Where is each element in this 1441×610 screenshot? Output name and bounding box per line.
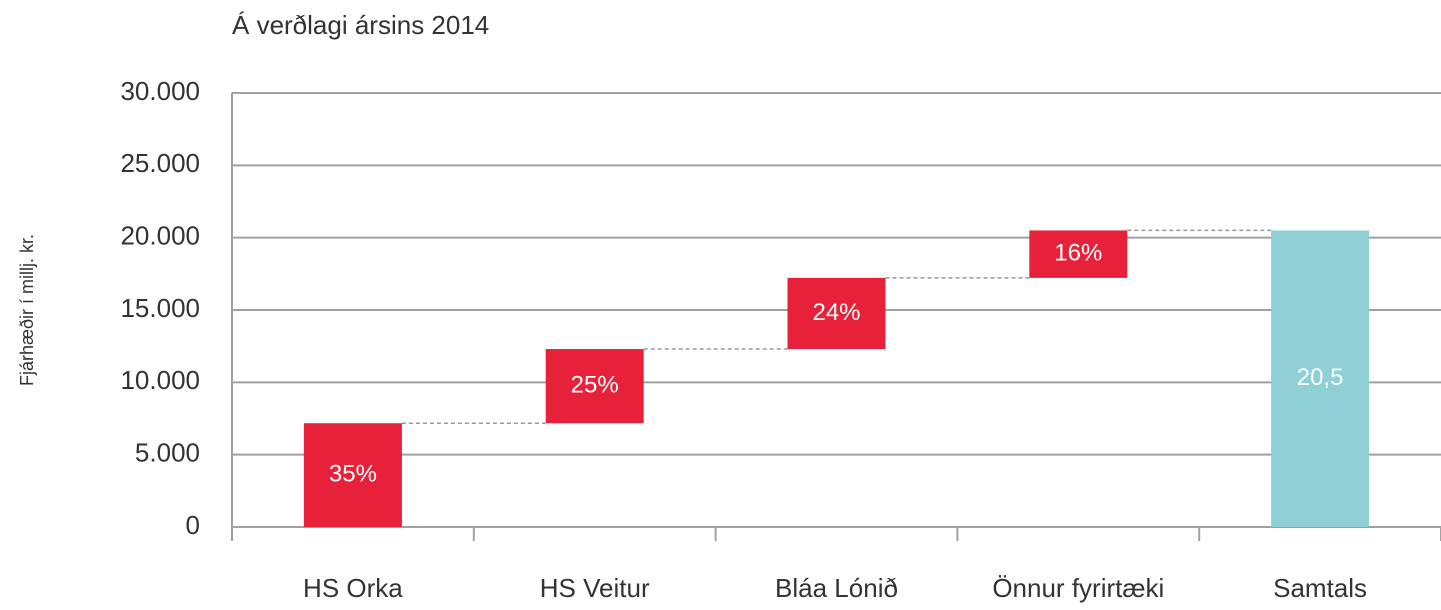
x-tick-label: Bláa Lónið	[775, 573, 898, 603]
bar	[1029, 230, 1128, 278]
x-tick-label: HS Orka	[303, 573, 403, 603]
data-label: 25%	[571, 371, 619, 398]
x-tick-label: Önnur fyrirtæki	[992, 573, 1164, 603]
bar	[1271, 230, 1370, 527]
y-tick-label: 15.000	[120, 293, 200, 323]
y-tick-label: 30.000	[120, 76, 200, 106]
y-tick-label: 10.000	[120, 365, 200, 395]
y-tick-label: 20.000	[120, 221, 200, 251]
bar	[787, 277, 886, 350]
bar	[545, 349, 644, 424]
x-tick-label: HS Veitur	[540, 573, 650, 603]
data-label: 16%	[1054, 240, 1102, 267]
bar	[303, 423, 402, 527]
y-tick-label: 0	[186, 510, 200, 540]
data-label: 24%	[812, 299, 860, 326]
y-tick-label: 5.000	[135, 438, 200, 468]
data-label: 20,5	[1297, 364, 1344, 391]
chart-title: Á verðlagi ársins 2014	[232, 10, 489, 40]
data-label: 35%	[329, 460, 377, 487]
y-axis-label: Fjárhæðir í millj. kr.	[17, 234, 37, 386]
y-tick-label: 25.000	[120, 148, 200, 178]
x-tick-label: Samtals	[1273, 573, 1367, 603]
